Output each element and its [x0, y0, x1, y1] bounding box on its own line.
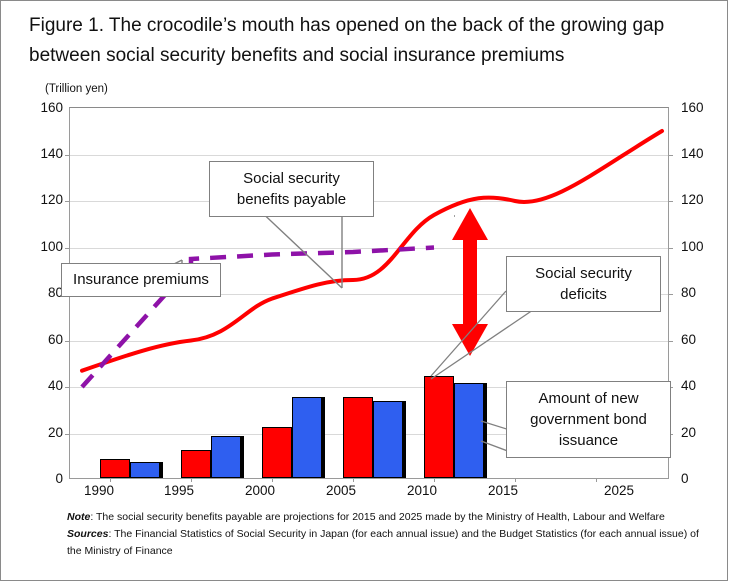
- y-axis-label-right-60: 60: [681, 332, 697, 347]
- x-tick-5: [515, 478, 516, 482]
- note-text: : The social security benefits payable a…: [90, 511, 665, 523]
- x-tick-4: [434, 478, 435, 482]
- y-axis-label-left-80: 80: [47, 285, 63, 300]
- y-tick-right-120: [668, 201, 673, 202]
- y-axis-label-left-140: 140: [40, 146, 63, 161]
- bar-shadow: [403, 401, 406, 478]
- y-axis-label-right-160: 160: [681, 100, 704, 115]
- y-axis-label-left-20: 20: [47, 425, 63, 440]
- y-tick-left-60: [65, 340, 70, 342]
- y-axis-label-right-100: 100: [681, 239, 704, 254]
- sources-text: : The Financial Statistics of Social Sec…: [67, 528, 699, 557]
- y-tick-right-80: [668, 294, 673, 295]
- y-tick-left-120: [65, 201, 70, 202]
- y-axis-label-left-0: 0: [55, 471, 63, 486]
- bar-bond-1990: [130, 461, 160, 478]
- y-tick-right-60: [668, 340, 673, 342]
- callout-social-security-deficits[interactable]: Social security deficits: [506, 256, 661, 312]
- sources-line: Sources: The Financial Statistics of Soc…: [67, 526, 707, 560]
- sources-label: Sources: [67, 528, 109, 540]
- y-tick-right-140: [668, 154, 673, 156]
- bar-shadow: [241, 436, 244, 478]
- y-tick-left-100: [65, 247, 70, 249]
- x-axis-label-2005: 2005: [325, 483, 357, 498]
- gridline-140: [70, 154, 668, 156]
- note-line: Note: The social security benefits payab…: [67, 509, 707, 526]
- y-axis-unit-label: (Trillion yen): [45, 83, 108, 95]
- bar-deficit-2000: [262, 426, 292, 478]
- callout-insurance-premiums[interactable]: Insurance premiums: [61, 263, 221, 297]
- y-axis-label-right-140: 140: [681, 146, 704, 161]
- x-tick-2: [272, 478, 273, 482]
- y-axis-label-left-40: 40: [47, 378, 63, 393]
- bar-bond-1995: [211, 436, 241, 478]
- note-label: Note: [67, 511, 91, 523]
- bar-deficit-2005: [343, 396, 373, 478]
- y-tick-left-40: [65, 387, 70, 388]
- line-benefits-payable: [80, 129, 664, 373]
- x-tick-3: [353, 478, 354, 482]
- y-axis-label-right-0: 0: [681, 471, 689, 486]
- x-tick-6: [596, 478, 597, 482]
- y-axis-label-left-120: 120: [40, 192, 63, 207]
- bar-deficit-1990: [100, 459, 130, 478]
- y-axis-label-left-100: 100: [40, 239, 63, 254]
- x-axis-label-1990: 1990: [83, 483, 115, 498]
- x-tick-0: [110, 478, 111, 482]
- bar-bond-2000: [292, 396, 322, 478]
- callout-bond-issuance[interactable]: Amount of new government bond issuance: [506, 381, 671, 458]
- figure-title: Figure 1. The crocodile’s mouth has open…: [29, 15, 665, 66]
- bar-shadow: [160, 461, 163, 478]
- x-axis-label-1995: 1995: [163, 483, 195, 498]
- y-axis-label-right-40: 40: [681, 378, 697, 393]
- y-axis-label-right-80: 80: [681, 285, 697, 300]
- gap-arrow-icon: [452, 208, 488, 356]
- bar-bond-2005: [373, 401, 403, 478]
- gridline-100: [70, 247, 668, 249]
- y-axis-label-left-60: 60: [47, 332, 63, 347]
- gridline-40: [70, 387, 668, 388]
- x-tick-1: [191, 478, 192, 482]
- x-axis-label-2010: 2010: [406, 483, 438, 498]
- y-tick-left-140: [65, 154, 70, 156]
- x-axis-label-2015: 2015: [487, 483, 519, 498]
- y-axis-label-right-120: 120: [681, 192, 704, 207]
- x-axis-label-2000: 2000: [244, 483, 276, 498]
- y-axis-label-left-160: 160: [40, 100, 63, 115]
- figure-notes: Note: The social security benefits payab…: [67, 509, 707, 560]
- gridline-60: [70, 340, 668, 342]
- bar-shadow: [322, 396, 325, 478]
- y-tick-left-20: [65, 433, 70, 435]
- gridline-80: [70, 294, 668, 295]
- bar-bond-2010: [454, 382, 484, 478]
- y-tick-right-100: [668, 247, 673, 249]
- y-axis-label-right-20: 20: [681, 425, 697, 440]
- bar-deficit-1995: [181, 450, 211, 478]
- x-axis-label-2025: 2025: [603, 483, 635, 498]
- callout-benefits-payable[interactable]: Social security benefits payable: [209, 161, 374, 217]
